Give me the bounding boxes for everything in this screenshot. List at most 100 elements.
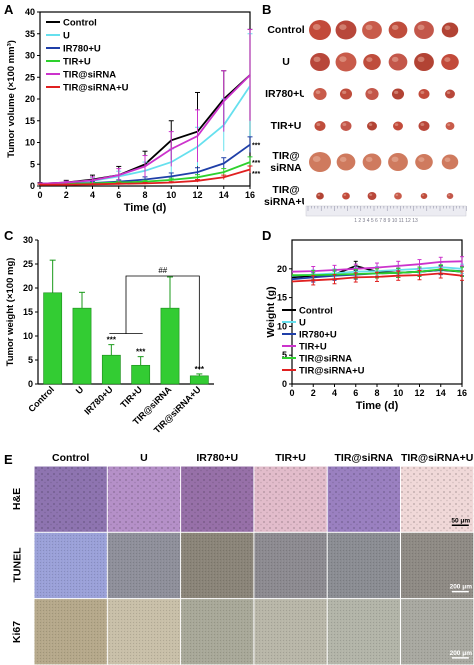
histology-texture	[327, 599, 400, 665]
histology-texture	[327, 532, 400, 599]
panel-letter-b: B	[262, 2, 272, 17]
histology-column-header: U	[140, 452, 148, 464]
tumor-specimen	[314, 121, 326, 131]
histology-texture	[107, 532, 181, 599]
x-tick-label: 6	[116, 190, 121, 200]
panel-letter-e: E	[4, 452, 13, 467]
significance-mark: ***	[195, 365, 205, 374]
x-tick-label: 0	[289, 388, 294, 398]
x-tick-label: 0	[37, 190, 42, 200]
tumor-specimen	[414, 21, 434, 39]
x-tick-label: 12	[414, 388, 424, 398]
ruler-text: 1 2 3 4 5 6 7 8 9 10 11 12 13	[354, 218, 418, 224]
legend-label: TIR+U	[299, 342, 327, 353]
tumor-highlight	[421, 194, 425, 197]
panel-letter-d: D	[262, 228, 272, 243]
legend-label: TIR@siRNA	[63, 70, 116, 81]
tumor-specimen	[418, 121, 430, 131]
tumor-highlight	[312, 24, 321, 30]
histology-row-label: Ki67	[11, 620, 23, 643]
tumor-highlight	[417, 24, 425, 30]
y-tick-label: 15	[277, 293, 287, 303]
y-tick-label: 0	[30, 181, 35, 191]
tumor-specimen	[339, 88, 353, 100]
x-tick-label: 16	[457, 388, 467, 398]
x-tick-label: 16	[245, 190, 255, 200]
ruler	[305, 205, 467, 217]
tumor-highlight	[365, 24, 373, 30]
histology-texture	[34, 532, 107, 599]
series-line-tir-sirna	[39, 74, 251, 185]
tumor-highlight	[444, 57, 451, 62]
tumor-photo-panel: Control U IR780+U TIR+U TIR@ siRNA TIR@ siRNA…	[262, 0, 474, 226]
legend-label: IR780+U	[299, 330, 337, 341]
y-tick-label: 30	[25, 51, 35, 61]
tumor-specimen	[394, 192, 402, 200]
tumor-highlight	[315, 90, 321, 94]
tumor-specimen	[418, 89, 430, 99]
tumor-specimen	[445, 122, 455, 130]
significance-mark: ***	[107, 336, 117, 345]
histology-texture	[181, 599, 254, 665]
tumor-specimen	[365, 88, 379, 100]
tumor-highlight	[417, 56, 425, 62]
tumor-highlight	[447, 123, 451, 127]
y-tick-label: 5	[282, 350, 287, 360]
y-tick-label: 20	[23, 283, 33, 293]
tumor-highlight	[342, 123, 347, 126]
y-tick-label: 5	[28, 355, 33, 365]
tumor-highlight	[339, 24, 347, 30]
tumor-specimen	[340, 121, 352, 131]
tumor-row-label: U	[282, 56, 290, 68]
histology-texture	[254, 599, 327, 665]
tumor-highlight	[395, 193, 399, 196]
tumor-specimen	[441, 22, 459, 38]
x-tick-label: 14	[219, 190, 229, 200]
significance-mark: ***	[252, 143, 260, 150]
histology-texture	[327, 466, 400, 532]
legend-label: TIR+U	[63, 57, 91, 68]
legend-label: TIR@siRNA	[299, 354, 352, 365]
y-tick-label: 0	[282, 379, 287, 389]
tumor-photo: 1 2 3 4 5 6 7 8 9 10 11 12 13	[304, 6, 472, 224]
tumor-specimen	[441, 154, 459, 170]
tumor-specimen	[367, 121, 377, 131]
tumor-row-label: TIR@ siRNA+U	[264, 184, 310, 208]
x-tick-label: 6	[353, 388, 358, 398]
x-tick-label: 8	[374, 388, 379, 398]
histology-texture	[254, 466, 327, 532]
x-tick-label: 12	[192, 190, 202, 200]
y-tick-label: 5	[30, 159, 35, 169]
y-tick-label: 25	[23, 259, 33, 269]
scale-bar-label: 50 μm	[451, 517, 470, 524]
tumor-row-label: TIR+U	[270, 120, 302, 132]
tumor-highlight	[444, 157, 451, 162]
tumor-highlight	[391, 24, 399, 31]
tumor-specimen	[391, 88, 405, 100]
bar-ir780-u	[101, 354, 121, 385]
tumor-highlight	[365, 156, 373, 162]
x-tick-label: 2	[311, 388, 316, 398]
histology-panel: Control U IR780+U TIR+U TIR@siRNA TIR@siRNA+U…	[0, 452, 474, 665]
histology-texture	[401, 532, 474, 599]
tumor-specimen	[393, 121, 403, 131]
y-tick-label: 20	[277, 264, 287, 274]
x-axis-label: Time (d)	[356, 400, 399, 412]
legend-label: U	[63, 31, 70, 42]
histology-row-label-wrap: TUNEL	[0, 545, 34, 585]
tumor-specimen	[342, 192, 350, 200]
significance-mark: ##	[158, 266, 167, 275]
scale-bar-label: 200 μm	[450, 584, 473, 591]
legend-label: Control	[63, 18, 97, 29]
y-tick-label: 10	[23, 331, 33, 341]
x-tick-label: 14	[436, 388, 446, 398]
histology-row-label-wrap: Ki67	[0, 612, 34, 652]
bar-u	[72, 307, 92, 385]
tumor-specimen	[336, 153, 356, 171]
tumor-highlight	[367, 90, 373, 94]
x-tick-label: 4	[90, 190, 95, 200]
tumor-highlight	[446, 91, 451, 94]
bar-tir-sirna-u	[189, 375, 209, 385]
y-tick-label: 15	[23, 307, 33, 317]
x-tick-label: 8	[142, 190, 147, 200]
